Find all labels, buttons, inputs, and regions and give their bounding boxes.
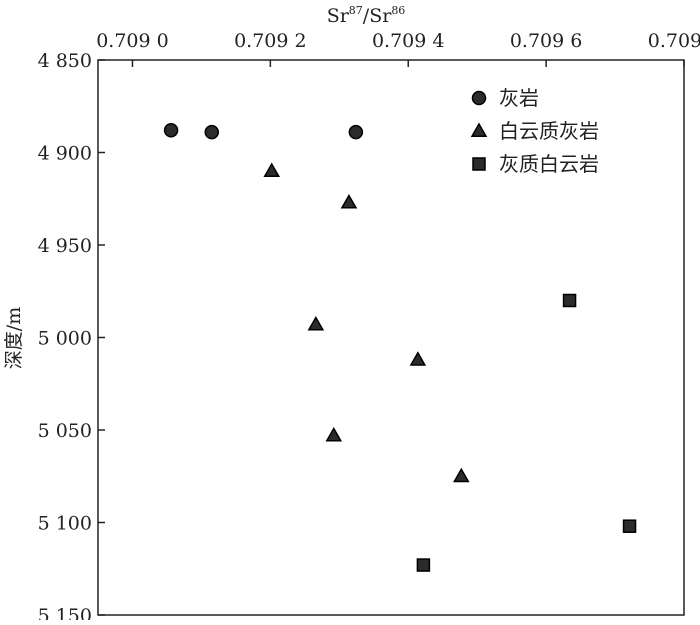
y-tick-label: 5 000 — [38, 328, 92, 350]
y-tick-label: 5 050 — [38, 420, 92, 442]
data-points — [163, 123, 637, 572]
y-tick-label: 5 150 — [38, 605, 92, 620]
x-title-sup2: 86 — [391, 4, 405, 17]
x-tick-label: 0.709 0 — [96, 30, 169, 52]
data-point-triangle — [340, 193, 358, 209]
x-axis: 0.709 0 0.709 2 0.709 4 0.709 6 0.709 8 — [96, 30, 700, 67]
legend-label: 灰岩 — [499, 86, 539, 110]
data-point-circle — [348, 124, 364, 140]
legend-label: 白云质灰岩 — [499, 119, 599, 143]
y-tick-label: 4 900 — [38, 143, 92, 165]
x-title-slash: / — [363, 5, 370, 27]
x-tick-label: 0.709 6 — [510, 30, 583, 52]
y-axis: 4 850 4 900 4 950 5 000 5 050 5 100 5 150 — [38, 50, 105, 625]
data-point-square — [622, 519, 637, 533]
x-title-base1: Sr — [327, 5, 350, 27]
data-point-circle — [204, 124, 220, 140]
data-point-triangle — [325, 427, 343, 442]
data-point-triangle — [453, 467, 470, 483]
data-point-square — [416, 558, 431, 572]
x-tick-label: 0.709 2 — [234, 30, 307, 52]
y-axis-title: 深度/m — [3, 307, 25, 369]
y-tick-label: 4 950 — [38, 235, 92, 257]
y-tick-label: 5 100 — [38, 513, 92, 535]
x-title-base2: Sr — [369, 5, 392, 27]
data-point-square — [562, 293, 577, 308]
x-title-sup1: 87 — [349, 4, 363, 17]
x-axis-title: Sr87/Sr86 — [327, 4, 406, 27]
legend-marker-square — [472, 157, 486, 171]
y-tick-label: 4 850 — [38, 50, 92, 72]
legend-marker-triangle — [470, 122, 488, 137]
x-tick-label: 0.709 4 — [372, 30, 445, 52]
data-point-circle — [163, 123, 179, 138]
legend-label: 灰质白云岩 — [499, 152, 599, 176]
plot-area-frame — [97, 59, 685, 616]
x-tick-label: 0.709 8 — [648, 30, 700, 52]
data-point-triangle — [263, 162, 281, 177]
data-point-triangle — [307, 316, 325, 331]
legend-marker-circle — [471, 90, 487, 106]
data-point-triangle — [409, 351, 427, 366]
